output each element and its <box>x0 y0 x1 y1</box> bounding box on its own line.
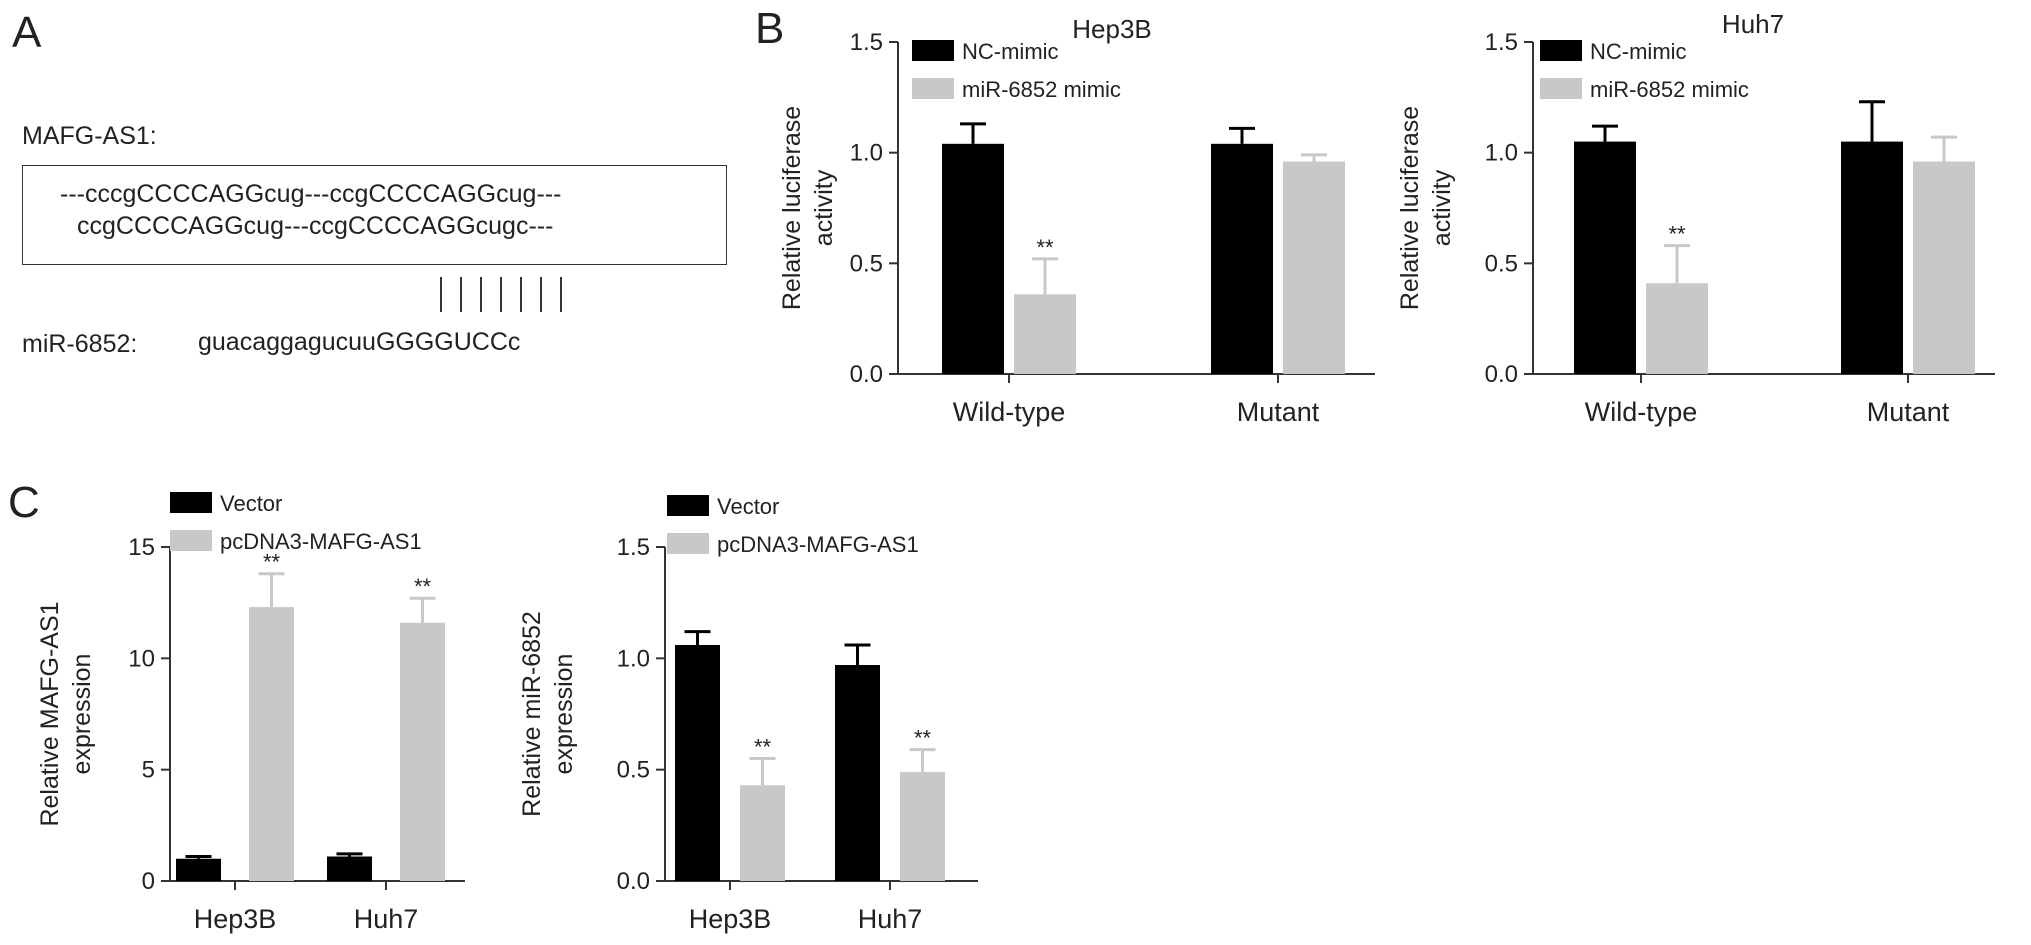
bar <box>675 644 720 881</box>
sequence-box <box>22 165 727 265</box>
bar <box>1841 141 1903 374</box>
legend-swatch <box>912 40 954 61</box>
y-axis-label: Relative MAFG-AS1 expression <box>36 601 96 826</box>
y-tick-label: 1.5 <box>1485 29 1518 56</box>
bar <box>1283 161 1345 374</box>
bar <box>1014 294 1076 374</box>
x-tick-label: Hep3B <box>194 904 277 934</box>
y-tick-label: 1.5 <box>617 534 650 561</box>
bar <box>900 771 945 881</box>
y-tick-label: 0.5 <box>617 757 650 784</box>
panel-letter-c: C <box>8 478 40 527</box>
y-tick-label: 0.0 <box>1485 361 1518 388</box>
bar <box>400 622 445 881</box>
legend-label: NC-mimic <box>962 39 1059 64</box>
legend-label: Vector <box>717 494 779 519</box>
chart-title: Huh7 <box>1722 9 1784 39</box>
panel-letter-b: B <box>755 4 785 53</box>
legend-swatch <box>1540 78 1582 99</box>
bar <box>249 607 294 881</box>
y-tick-label: 0.0 <box>617 868 650 895</box>
legend-swatch <box>667 495 709 516</box>
y-tick-label: 0.0 <box>850 361 883 388</box>
y-tick-label: 1.0 <box>617 645 650 672</box>
sequence-line-1: ---cccgCCCCAGGcug---ccgCCCCAGGcug--- <box>60 180 562 208</box>
lnc-label: MAFG-AS1: <box>22 122 157 150</box>
significance-label: ** <box>1036 235 1054 260</box>
legend-label: Vector <box>220 491 282 516</box>
legend-label: pcDNA3-MAFG-AS1 <box>717 532 919 557</box>
significance-label: ** <box>1668 222 1686 247</box>
y-tick-label: 0.5 <box>1485 250 1518 277</box>
y-tick-label: 5 <box>142 757 155 784</box>
y-tick-label: 1.5 <box>850 29 883 56</box>
x-tick-label: Mutant <box>1237 397 1320 427</box>
y-tick-label: 0.5 <box>850 250 883 277</box>
y-axis-label: Relative miR-6852 expression <box>518 611 578 817</box>
chart-title: Hep3B <box>1072 14 1152 44</box>
legend-swatch <box>912 78 954 99</box>
y-tick-label: 10 <box>128 645 155 672</box>
bar <box>740 785 785 881</box>
x-tick-label: Wild-type <box>1585 397 1698 427</box>
y-axis-label: Relative luciferase activity <box>778 106 838 310</box>
mir-sequence: guacaggagucuuGGGGUCCc <box>198 328 521 356</box>
x-tick-label: Wild-type <box>953 397 1066 427</box>
legend-label: miR-6852 mimic <box>1590 77 1749 102</box>
x-tick-label: Hep3B <box>689 904 772 934</box>
y-axis-label: Relative luciferase activity <box>1396 106 1456 310</box>
legend-label: NC-mimic <box>1590 39 1687 64</box>
significance-label: ** <box>414 574 432 599</box>
mir-label: miR-6852: <box>22 330 138 358</box>
bar <box>327 856 372 881</box>
sequence-line-2: ccgCCCCAGGcug---ccgCCCCAGGcugc--- <box>77 212 554 240</box>
significance-label: ** <box>263 550 281 575</box>
bar <box>835 665 880 881</box>
x-tick-label: Mutant <box>1867 397 1950 427</box>
bar <box>1646 283 1708 374</box>
legend-swatch <box>1540 40 1582 61</box>
bar <box>1574 141 1636 374</box>
significance-label: ** <box>754 735 772 760</box>
y-tick-label: 0 <box>142 868 155 895</box>
bar <box>1913 161 1975 374</box>
y-tick-label: 1.0 <box>850 140 883 167</box>
legend-swatch <box>170 530 212 551</box>
y-tick-label: 15 <box>128 534 155 561</box>
x-tick-label: Huh7 <box>858 904 923 934</box>
panel-letter-a: A <box>12 8 42 57</box>
bar <box>942 143 1004 374</box>
legend-label: pcDNA3-MAFG-AS1 <box>220 529 422 554</box>
legend-swatch <box>667 533 709 554</box>
legend-label: miR-6852 mimic <box>962 77 1121 102</box>
legend-swatch <box>170 492 212 513</box>
bar <box>1211 143 1273 374</box>
y-tick-label: 1.0 <box>1485 140 1518 167</box>
significance-label: ** <box>914 726 932 751</box>
x-tick-label: Huh7 <box>354 904 419 934</box>
bar <box>176 858 221 881</box>
